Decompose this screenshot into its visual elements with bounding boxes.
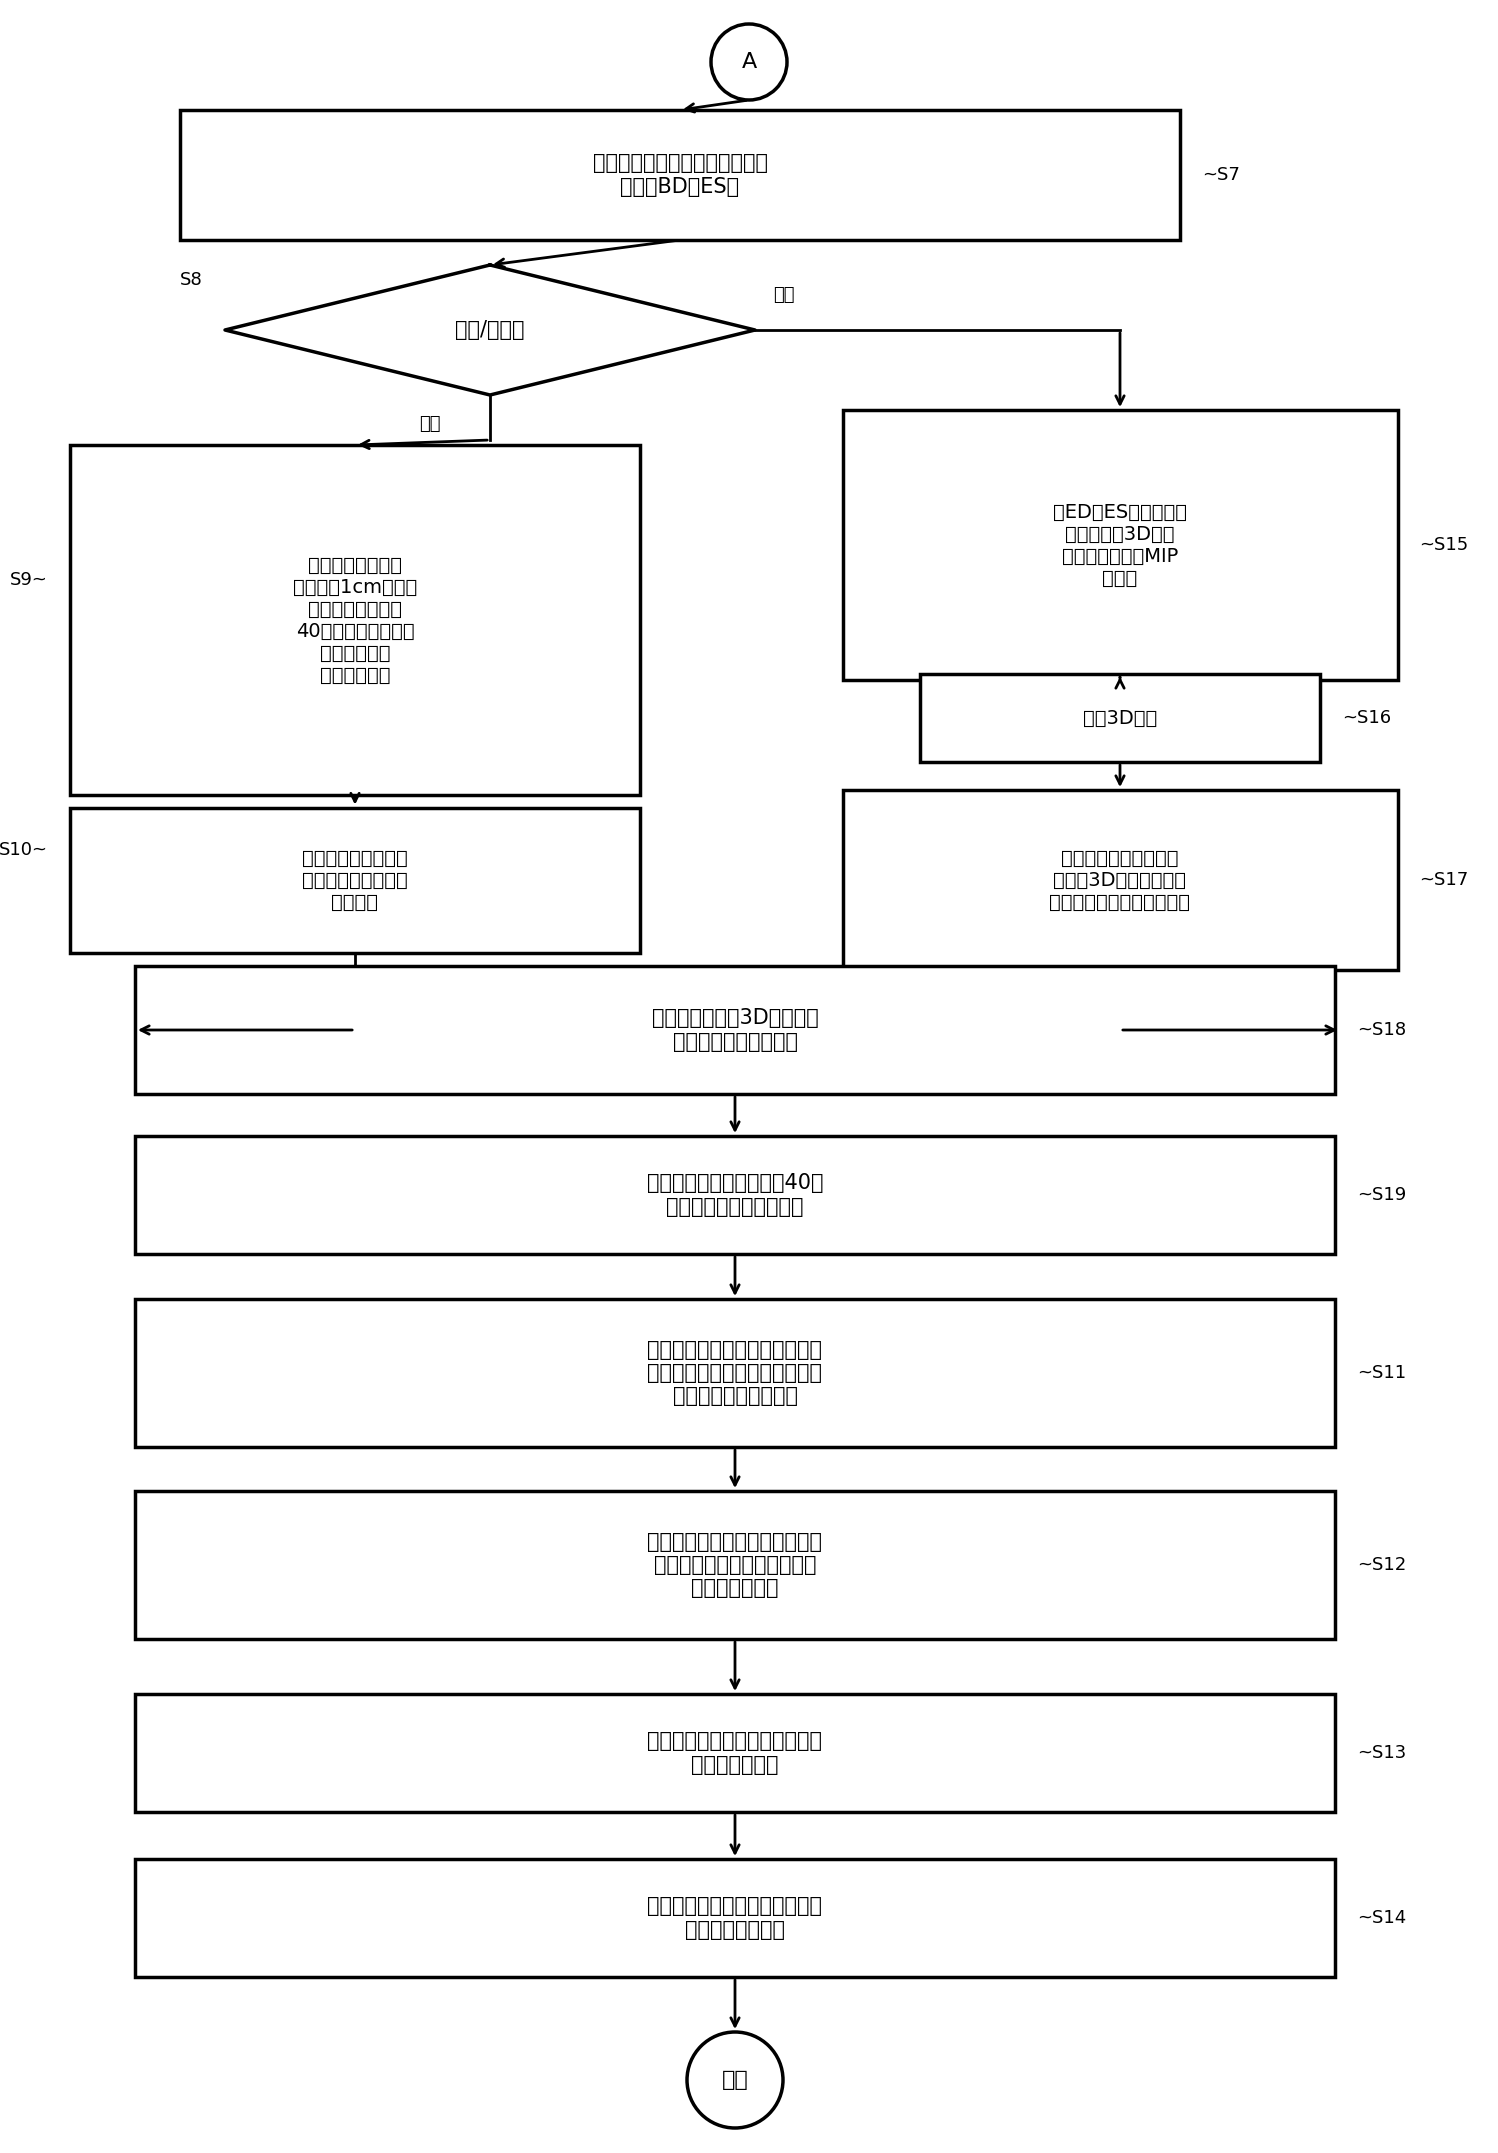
Text: S9~: S9~ <box>10 571 48 590</box>
Bar <box>70 807 640 952</box>
Bar <box>842 409 1398 680</box>
Text: ~S15: ~S15 <box>1420 536 1468 553</box>
Bar <box>70 446 640 794</box>
Bar <box>135 1137 1335 1253</box>
Text: 在极点图上对每个断层在与同心
圆的外缘上的动脉位置（角度）
相应的位置画出动脉点: 在极点图上对每个断层在与同心 圆的外缘上的动脉位置（角度） 相应的位置画出动脉点 <box>647 1339 822 1406</box>
Text: S8: S8 <box>180 271 204 289</box>
Circle shape <box>688 2032 783 2127</box>
Text: 结束: 结束 <box>722 2069 749 2091</box>
Text: 手动: 手动 <box>773 286 794 304</box>
Bar <box>920 674 1320 762</box>
Text: 由ED或ES中的体数据
生成心脏的3D图像
（体绘制处理和MIP
处理）: 由ED或ES中的体数据 生成心脏的3D图像 （体绘制处理和MIP 处理） <box>1053 502 1186 588</box>
Text: 显示3D图像: 显示3D图像 <box>1083 708 1156 728</box>
Bar <box>135 1694 1335 1813</box>
Text: ~S16: ~S16 <box>1342 708 1392 728</box>
Text: ~S19: ~S19 <box>1357 1186 1407 1204</box>
Bar <box>135 967 1335 1094</box>
Bar <box>135 1858 1335 1976</box>
Text: 计算由操作员通过点击
设备在3D图像的冠状动
脉上指定的不连续点的位置: 计算由操作员通过点击 设备在3D图像的冠状动 脉上指定的不连续点的位置 <box>1050 848 1191 911</box>
Text: 将冠状动脉图像构融合到心功能
指数的极点图中: 将冠状动脉图像构融合到心功能 指数的极点图中 <box>647 1731 822 1774</box>
Text: 在极点图上显示与冠状动脉图像
融合的心功能指数: 在极点图上显示与冠状动脉图像 融合的心功能指数 <box>647 1897 822 1940</box>
Text: S10~: S10~ <box>0 842 48 859</box>
Bar <box>135 1298 1335 1447</box>
Bar <box>135 1492 1335 1638</box>
Text: A: A <box>742 52 756 71</box>
Text: ~S12: ~S12 <box>1357 1557 1407 1574</box>
Text: 对每个小轴图像计算
冠状动脉区域的位置
（角度）: 对每个小轴图像计算 冠状动脉区域的位置 （角度） <box>303 848 407 911</box>
Bar <box>180 110 1180 239</box>
Text: ~S14: ~S14 <box>1357 1910 1407 1927</box>
Text: 设定对冠状动脉执行抽取的心跳
阶段（BD或ES）: 设定对冠状动脉执行抽取的心跳 阶段（BD或ES） <box>593 153 767 196</box>
Text: 自动/手动？: 自动/手动？ <box>455 321 524 340</box>
Bar <box>842 790 1398 971</box>
Text: ~S11: ~S11 <box>1357 1365 1407 1382</box>
Text: 自动: 自动 <box>419 416 440 433</box>
Text: ~S13: ~S13 <box>1357 1744 1407 1761</box>
Text: 对与小轴图像数目相同的40个
断层计算冠状动脉的位置: 对与小轴图像数目相同的40个 断层计算冠状动脉的位置 <box>647 1173 824 1216</box>
Polygon shape <box>225 265 755 394</box>
Text: ~S17: ~S17 <box>1420 872 1468 889</box>
Circle shape <box>712 24 786 99</box>
Text: 将最近动脉点与之间的每个同心
圆连接（在极坐标系统上生成
动脉结构图像）: 将最近动脉点与之间的每个同心 圆连接（在极坐标系统上生成 动脉结构图像） <box>647 1531 822 1598</box>
Text: 通过将在抽取的心
肌外壁的1cm内定义
为要研究的范围从
40个小轴图像中抽取
冠状动脉区域
（灰度处理）: 通过将在抽取的心 肌外壁的1cm内定义 为要研究的范围从 40个小轴图像中抽取 … <box>294 555 416 685</box>
Text: ~S7: ~S7 <box>1201 166 1240 183</box>
Text: 生成冠状动脉的3D结构模型
（不连续点连接处理）: 生成冠状动脉的3D结构模型 （不连续点连接处理） <box>652 1008 818 1051</box>
Text: ~S18: ~S18 <box>1357 1021 1407 1040</box>
